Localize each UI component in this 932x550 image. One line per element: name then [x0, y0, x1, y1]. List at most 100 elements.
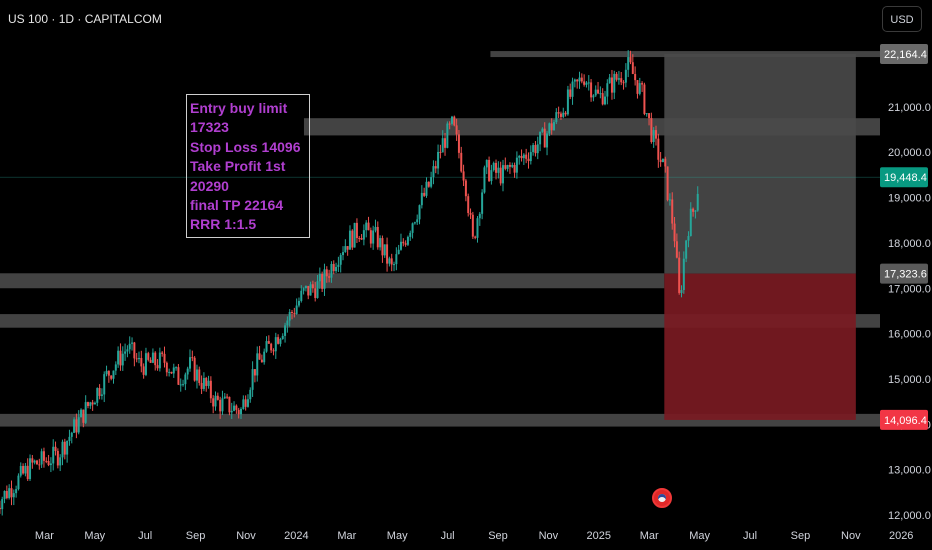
candle-body — [237, 409, 240, 415]
candle-body — [590, 82, 593, 98]
candle-body — [476, 218, 479, 238]
candle-body — [564, 112, 567, 115]
candle-body — [594, 89, 597, 96]
candle-body — [532, 145, 535, 153]
candle-body — [661, 158, 664, 163]
candle-body — [279, 338, 282, 344]
candle-body — [360, 238, 363, 240]
candle-body — [316, 281, 319, 298]
candle-body — [251, 369, 254, 390]
candle-body — [258, 353, 261, 360]
candle-body — [606, 83, 609, 97]
candle-body — [103, 374, 106, 395]
candle-body — [346, 246, 349, 250]
candle-body — [576, 79, 579, 82]
candle-body — [675, 241, 678, 258]
price-badge-last — [880, 167, 928, 188]
candle-body — [492, 162, 495, 171]
candle-body — [302, 288, 305, 291]
candle-body — [464, 180, 467, 197]
candle-body — [47, 461, 50, 466]
trade-plan-note[interactable]: Entry buy limit 17323 Stop Loss 14096 Ta… — [186, 94, 310, 238]
candle-body — [77, 417, 80, 433]
candle-body — [337, 264, 340, 267]
candle-body — [446, 123, 449, 148]
candle-body — [439, 151, 442, 153]
candle-body — [281, 335, 284, 339]
candle-body — [457, 134, 460, 153]
candle-body — [648, 113, 651, 119]
candle-body — [112, 370, 115, 379]
candle-body — [501, 165, 504, 184]
candle-body — [423, 192, 426, 196]
candle-body — [100, 394, 103, 396]
y-tick-label: 13,000.0 — [888, 465, 931, 477]
candle-body — [592, 95, 595, 98]
x-tick-label: Sep — [791, 530, 811, 542]
candle-body — [105, 370, 108, 375]
candle-body — [307, 285, 310, 296]
candle-body — [233, 405, 236, 411]
candle-body — [555, 112, 558, 123]
candle-body — [161, 352, 164, 354]
candle-body — [3, 490, 6, 500]
candle-body — [534, 145, 537, 154]
candle-body — [288, 311, 291, 321]
candle-body — [685, 240, 688, 259]
candle-body — [641, 83, 644, 85]
candle-body — [344, 246, 347, 253]
candle-body — [562, 112, 565, 117]
candle-body — [550, 123, 553, 131]
candle-body — [668, 199, 671, 201]
loss-zone — [664, 273, 856, 420]
candle-body — [369, 230, 372, 244]
candle-body — [441, 138, 444, 153]
candle-body — [418, 205, 421, 220]
candle-body — [406, 236, 409, 245]
candle-body — [45, 460, 48, 462]
candle-body — [274, 337, 277, 352]
candle-body — [54, 446, 57, 451]
profit-zone — [664, 54, 856, 274]
candle-body — [126, 349, 129, 352]
zone-band — [0, 314, 880, 328]
x-tick-label: 2026 — [889, 530, 913, 542]
candle-body — [182, 384, 185, 386]
candle-body — [124, 351, 127, 354]
candle-body — [515, 157, 518, 173]
candle-body — [214, 395, 217, 407]
x-tick-label: 2024 — [284, 530, 308, 542]
currency-button[interactable]: USD — [882, 6, 922, 32]
candle-body — [622, 82, 625, 84]
candle-body — [277, 337, 280, 344]
us-flag-event-icon[interactable] — [652, 488, 672, 508]
candle-body — [362, 230, 365, 240]
note-line: 20290 — [190, 177, 229, 194]
candle-body — [474, 236, 477, 238]
candle-body — [388, 258, 391, 264]
candle-body — [416, 219, 419, 223]
x-tick-label: Sep — [186, 530, 206, 542]
candle-body — [219, 399, 222, 412]
candle-body — [425, 181, 428, 196]
candle-body — [59, 457, 62, 466]
candle-body — [624, 69, 627, 83]
candle-body — [650, 118, 653, 143]
candle-body — [163, 353, 166, 363]
candle-body — [309, 284, 312, 296]
candle-body — [228, 396, 231, 413]
candle-body — [680, 290, 683, 293]
candle-body — [73, 419, 76, 433]
candle-body — [471, 214, 474, 237]
candle-body — [569, 89, 572, 97]
candle-body — [678, 257, 681, 293]
candle-body — [613, 73, 616, 93]
candle-body — [172, 367, 175, 374]
x-tick-label: May — [689, 530, 710, 542]
symbol-title[interactable]: US 100 · 1D · CAPITALCOM — [8, 12, 162, 26]
candle-body — [495, 162, 498, 173]
candle-body — [66, 440, 69, 455]
candle-body — [522, 154, 525, 159]
candle-body — [696, 193, 699, 211]
